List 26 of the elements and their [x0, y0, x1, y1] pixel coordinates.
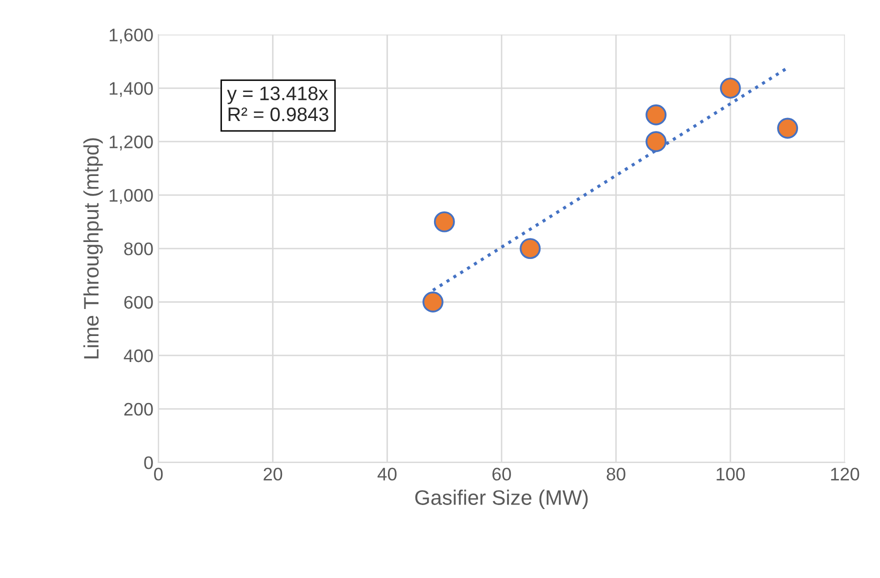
- y-tick-label: 200: [124, 402, 153, 416]
- y-tick-label: 1,000: [110, 189, 153, 204]
- point: [646, 104, 667, 126]
- annotation: y = 13.418x R² = 0.9843: [227, 86, 328, 122]
- x-axis-title: Gasifier Size (MW): [415, 490, 588, 510]
- y-tick-label: 1,600: [110, 28, 153, 44]
- x-tick-label: 100: [716, 468, 745, 481]
- y-tick-label: 0: [144, 456, 153, 470]
- y-tick-label: 800: [124, 242, 153, 256]
- point: [777, 118, 798, 139]
- y-tick-label: 600: [124, 296, 153, 309]
- x-tick-label: 0: [154, 468, 163, 481]
- y-tick-label: 1,400: [110, 82, 153, 97]
- y-tick-label: 400: [124, 349, 153, 362]
- point: [434, 211, 455, 232]
- x-tick-label: 40: [378, 468, 397, 481]
- x-tick-label: 80: [606, 468, 626, 481]
- x-tick-label: 20: [264, 468, 282, 481]
- point: [520, 238, 541, 260]
- point: [720, 78, 741, 99]
- x-tick-label: 120: [831, 468, 860, 481]
- y-tick-label: 1,200: [110, 136, 153, 150]
- point: [646, 131, 667, 152]
- x-tick-label: 60: [492, 468, 511, 481]
- y-axis-title: Lime Throughput (mtpd): [83, 138, 103, 358]
- point: [422, 292, 444, 312]
